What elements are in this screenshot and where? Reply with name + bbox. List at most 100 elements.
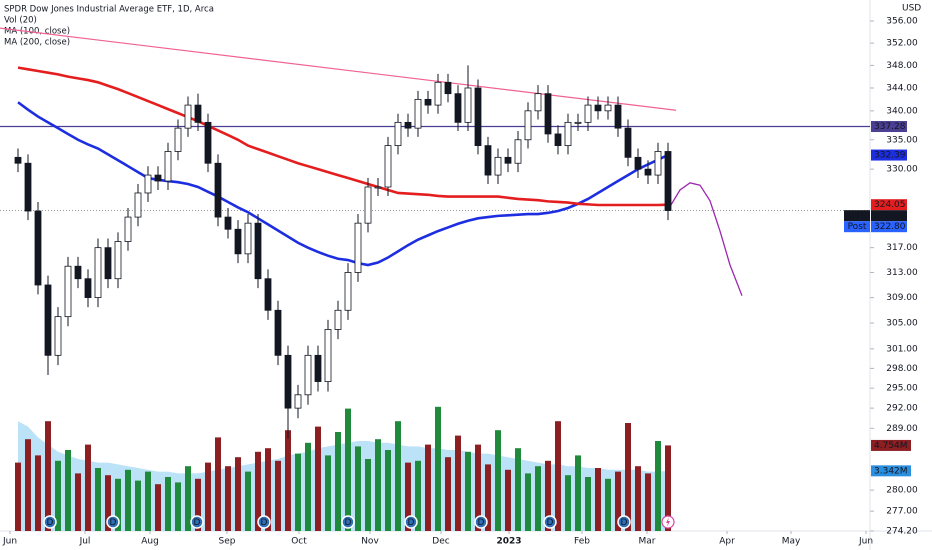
y-tick-label: 295.00 <box>886 384 918 394</box>
volume-bar <box>365 459 371 531</box>
volume-bar <box>105 475 111 531</box>
candle-body <box>324 329 332 382</box>
x-tick-label: Nov <box>361 537 379 547</box>
axis-unit: USD <box>902 4 921 14</box>
volume-bar <box>255 451 261 531</box>
candle-body <box>244 222 252 255</box>
volume-bar <box>295 453 301 531</box>
candle-body <box>64 265 72 318</box>
y-tick-label: 277.00 <box>886 507 918 517</box>
candle-body <box>184 104 192 129</box>
candle-body <box>164 151 172 182</box>
candle-body <box>394 121 402 147</box>
projection-curve <box>667 182 743 296</box>
candle-body <box>534 93 542 112</box>
candle-body <box>544 93 552 135</box>
price-tag-name-box <box>844 221 870 233</box>
price-tag <box>871 121 907 133</box>
volume-bar <box>505 469 511 531</box>
candle-body <box>384 145 392 188</box>
dividend-marker <box>404 515 418 529</box>
x-tick-label: Sep <box>219 537 236 547</box>
candle-body <box>94 247 102 298</box>
volume-bar <box>25 439 31 531</box>
dividend-label: D <box>261 518 268 528</box>
volume-tag <box>871 439 911 451</box>
candle-body <box>34 210 42 286</box>
volume-bar <box>165 477 171 531</box>
candle-body <box>314 354 322 382</box>
x-tick-label: Dec <box>432 537 449 547</box>
volume-bar <box>415 460 421 531</box>
volume-bar <box>305 442 311 531</box>
x-tick-label: Feb <box>574 537 590 547</box>
candle-body <box>294 394 302 409</box>
candle-body <box>354 222 362 273</box>
volume-bar <box>355 446 361 531</box>
volume-bar <box>65 450 71 531</box>
dividend-marker <box>341 515 355 529</box>
candle-body <box>224 216 232 230</box>
candle-body <box>24 162 32 212</box>
candle-body <box>344 272 352 311</box>
y-tick-label: 330.00 <box>886 165 918 175</box>
candle-body <box>264 278 272 311</box>
price-tag <box>871 221 907 233</box>
price-tag <box>871 149 907 161</box>
x-tick-label: Aug <box>141 537 159 547</box>
x-tick-label: Jun <box>2 537 17 547</box>
y-tick-label: 317.00 <box>886 243 918 253</box>
volume-bar <box>265 448 271 531</box>
volume-bar <box>45 421 51 531</box>
volume-bar <box>195 478 201 531</box>
volume-bar <box>575 455 581 531</box>
dividend-marker <box>106 515 120 529</box>
candle-body <box>564 121 572 147</box>
x-tick-label: 2023 <box>496 537 521 547</box>
candle-body <box>234 228 242 255</box>
volume-bar <box>85 444 91 531</box>
x-tick-label: Apr <box>719 537 735 547</box>
volume-bar <box>125 469 131 531</box>
candle-body <box>654 151 662 176</box>
candle-body <box>174 127 182 152</box>
candle-body <box>514 139 522 164</box>
volume-bar <box>315 426 321 531</box>
y-tick-label: 280.00 <box>886 486 918 496</box>
y-tick-label: 289.00 <box>886 424 918 434</box>
volume-bar <box>385 450 391 531</box>
y-tick-label: 352.00 <box>886 39 918 49</box>
candle-body <box>594 104 602 112</box>
volume-bar <box>345 408 351 531</box>
volume-bar <box>605 478 611 531</box>
price-tag-label: 332.39 <box>874 151 906 161</box>
candle-body <box>554 133 562 147</box>
candle-body <box>604 104 612 112</box>
volume-bar <box>55 460 61 531</box>
x-tick-label: Jun <box>858 537 873 547</box>
volume-bar <box>115 478 121 531</box>
volume-bar <box>15 462 21 531</box>
volume-bar <box>635 466 641 531</box>
volume-bar <box>35 455 41 531</box>
y-tick-label: 274.20 <box>886 527 918 537</box>
candle-body <box>624 127 632 158</box>
price-tag <box>871 199 907 211</box>
volume-bar <box>655 441 661 531</box>
candle-body <box>644 168 652 176</box>
price-tag-label: 324.05 <box>874 200 906 210</box>
price-tag-label: 337.28 <box>874 122 906 132</box>
x-tick-label: Jul <box>79 537 91 547</box>
price-tag-name: Post <box>848 222 867 232</box>
candle-body <box>454 93 462 123</box>
candle-body <box>214 162 222 218</box>
dividend-marker <box>190 515 204 529</box>
dividend-label: D <box>110 518 117 528</box>
candle-body <box>114 241 122 280</box>
volume-bar <box>185 466 191 531</box>
y-tick-label: 313.00 <box>886 268 918 278</box>
candle-body <box>154 174 162 182</box>
volume-bar <box>615 471 621 531</box>
y-tick-label: 335.00 <box>886 135 918 145</box>
